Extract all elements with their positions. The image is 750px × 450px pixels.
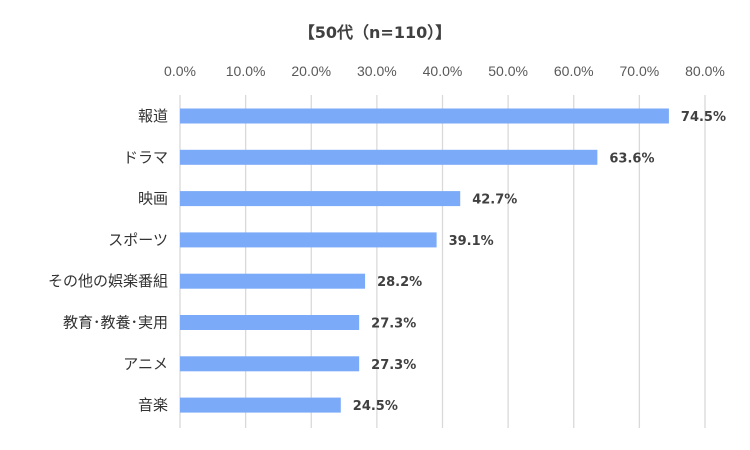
x-tick-label: 50.0%: [488, 63, 528, 79]
bar: [180, 149, 598, 165]
x-tick-label: 30.0%: [357, 63, 397, 79]
data-label: 42.7%: [472, 193, 517, 208]
category-label: 映画: [138, 190, 168, 208]
data-label: 39.1%: [449, 234, 494, 249]
bar: [180, 397, 341, 413]
bar: [180, 315, 360, 330]
category-label: 音楽: [138, 396, 168, 414]
chart-title: 【50代（n=110）】: [299, 23, 451, 42]
bar: [180, 232, 437, 248]
category-label: アニメ: [123, 355, 168, 373]
x-axis-ticks: 0.0% 10.0% 20.0% 30.0% 40.0% 50.0% 60.0% 70.0% 8…: [164, 63, 725, 79]
category-label: 教育･教養･実用: [63, 314, 168, 332]
data-label: 27.3%: [371, 358, 416, 373]
data-label: 24.5%: [353, 399, 398, 414]
bar: [180, 273, 366, 289]
data-label: 27.3%: [371, 317, 416, 332]
bar: [180, 108, 669, 124]
x-tick-label: 0.0%: [164, 63, 196, 79]
bar: [180, 191, 461, 207]
x-tick-label: 70.0%: [620, 63, 660, 79]
data-label: 28.2%: [377, 275, 422, 290]
category-label: 報道: [138, 107, 168, 125]
x-tick-label: 80.0%: [685, 63, 725, 79]
category-label: ドラマ: [123, 148, 168, 166]
x-tick-label: 10.0%: [226, 63, 266, 79]
x-tick-label: 60.0%: [554, 63, 594, 79]
data-label: 74.5%: [681, 110, 726, 125]
category-label: スポーツ: [108, 231, 168, 249]
bars: [180, 108, 669, 413]
x-tick-label: 40.0%: [423, 63, 463, 79]
x-tick-label: 20.0%: [291, 63, 331, 79]
category-label: その他の娯楽番組: [48, 272, 168, 290]
gridlines: [179, 95, 706, 428]
bar: [180, 356, 360, 372]
data-label: 63.6%: [609, 151, 654, 166]
data-labels: 74.5% 63.6% 42.7% 39.1% 28.2% 27.3% 27.3% 24.5%: [353, 110, 726, 414]
